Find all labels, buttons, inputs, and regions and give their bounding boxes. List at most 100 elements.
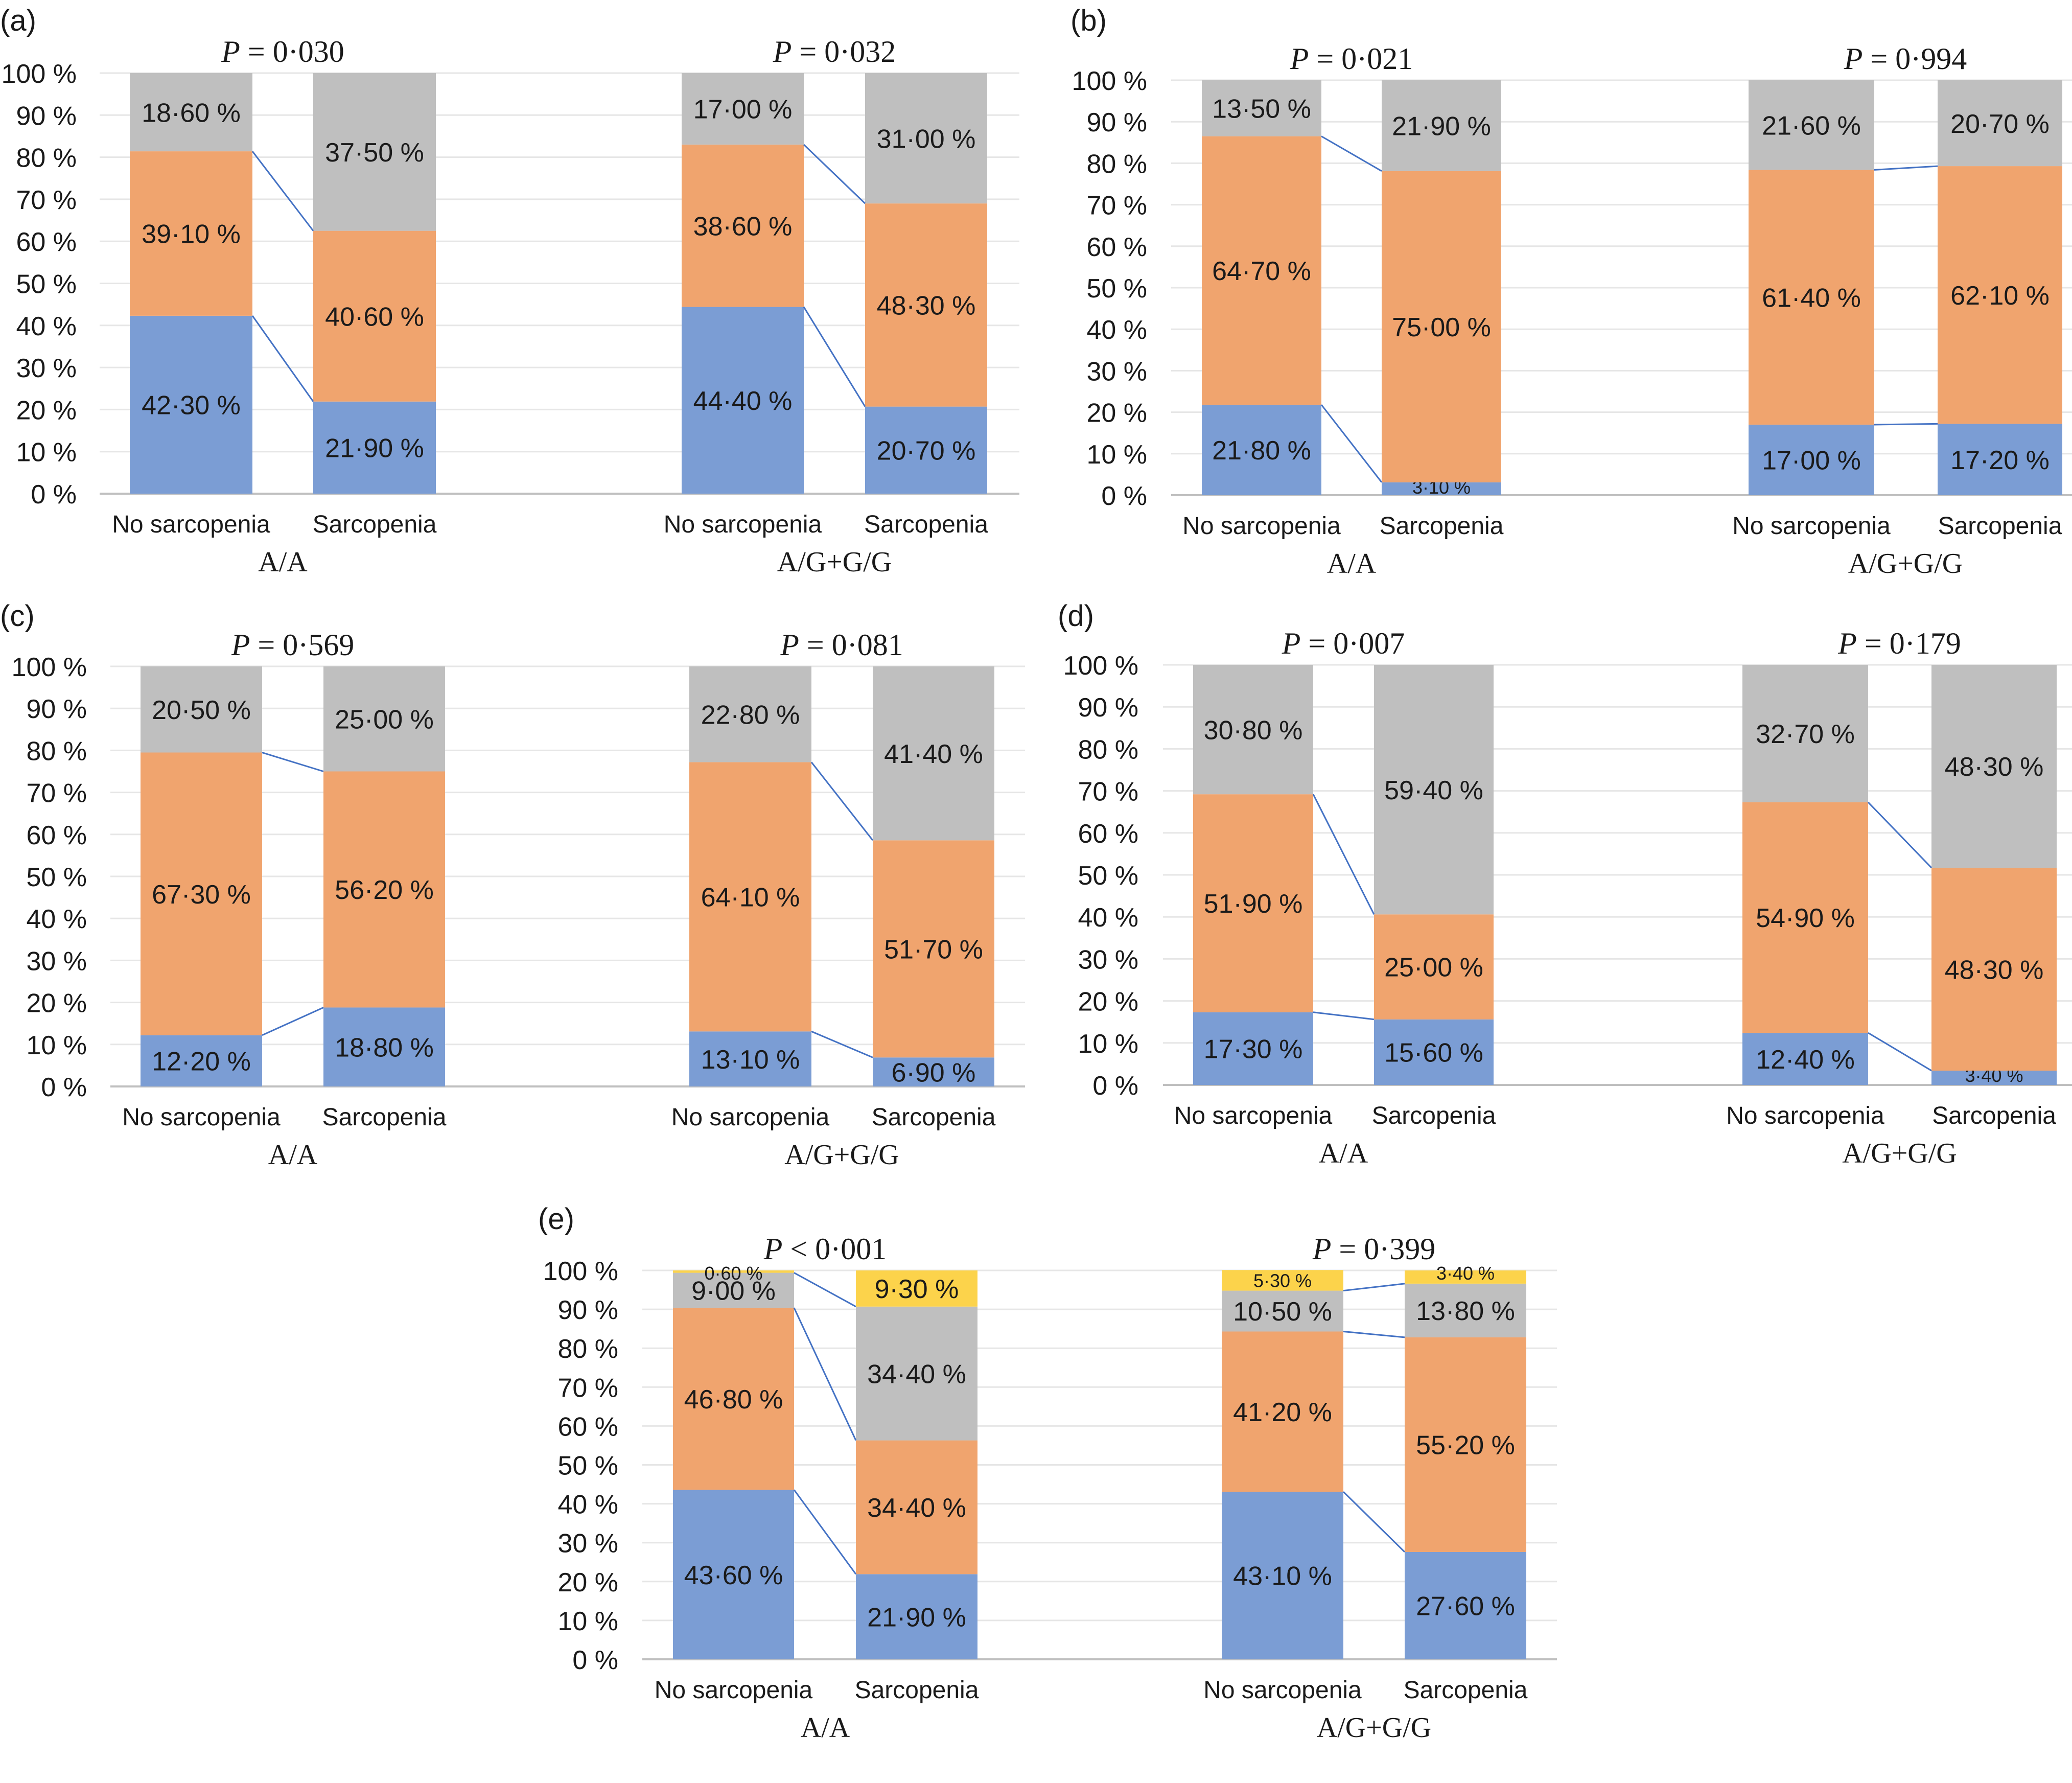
- series-connector-line: [810, 761, 874, 841]
- bar-segment-gray: [1374, 665, 1494, 915]
- bar-segment-blue: [1222, 1492, 1343, 1659]
- data-label: 18·60 %: [142, 98, 241, 128]
- bar-segment-orange: [689, 762, 811, 1032]
- bar-segment-blue: [1382, 482, 1501, 495]
- series-connector-line: [803, 306, 866, 407]
- bar-segment-orange: [1222, 1331, 1343, 1492]
- data-label: 21·80 %: [1212, 436, 1311, 466]
- y-tick-label: 90 %: [1086, 108, 1147, 137]
- data-label: 48·30 %: [877, 291, 976, 321]
- bar-segment-yellow: [1405, 1270, 1526, 1284]
- bar-segment-yellow: [856, 1270, 977, 1307]
- y-tick-label: 30 %: [557, 1529, 618, 1559]
- y-tick-label: 70 %: [1078, 777, 1138, 807]
- y-tick-label: 60 %: [1086, 233, 1147, 262]
- bar-segment-blue: [1931, 1071, 2057, 1085]
- bar-segment-orange: [141, 752, 262, 1035]
- group-label: A/A: [258, 546, 308, 578]
- bar-segment-gray: [141, 666, 262, 753]
- bar-segment-blue: [1193, 1012, 1313, 1085]
- series-connector-line: [1320, 404, 1383, 483]
- bar-segment-orange: [313, 230, 436, 402]
- data-label: 21·90 %: [325, 434, 424, 464]
- bar-segment-yellow: [1222, 1270, 1343, 1291]
- p-value-label: P = 0·021: [1290, 42, 1413, 76]
- category-label: Sarcopenia: [1404, 1677, 1528, 1704]
- data-label: 43·60 %: [684, 1561, 783, 1590]
- bar-segment-orange: [1742, 802, 1868, 1033]
- bar-segment-gray: [673, 1272, 794, 1308]
- data-label: 27·60 %: [1416, 1592, 1515, 1622]
- data-label: 64·10 %: [701, 883, 800, 913]
- group-label: A/A: [1319, 1138, 1368, 1169]
- series-connector-line: [251, 151, 314, 231]
- category-label: Sarcopenia: [1938, 513, 2062, 540]
- bar-segment-gray: [682, 73, 804, 145]
- p-value-label: P = 0·030: [221, 35, 344, 68]
- bar-segment-orange: [1938, 166, 2062, 424]
- category-label: Sarcopenia: [1372, 1102, 1496, 1129]
- series-connector-line: [1312, 794, 1375, 915]
- y-tick-label: 70 %: [26, 779, 87, 808]
- bar-segment-gray: [1931, 665, 2057, 868]
- series-connector-line: [1874, 165, 1938, 171]
- y-tick-label: 40 %: [1086, 315, 1147, 345]
- bar-segment-orange: [130, 151, 252, 316]
- series-connector-line: [1321, 135, 1382, 172]
- y-tick-label: 100 %: [12, 653, 87, 682]
- bar-segment-gray: [873, 666, 994, 841]
- bar-segment-orange: [673, 1308, 794, 1490]
- bar-segment-gray: [689, 666, 811, 762]
- data-label: 15·60 %: [1384, 1038, 1483, 1068]
- bar-segment-gray: [1742, 665, 1868, 802]
- data-label: 18·80 %: [335, 1033, 434, 1062]
- series-connector-line: [262, 752, 324, 772]
- category-label: Sarcopenia: [1932, 1102, 2056, 1129]
- group-label: A/G+G/G: [777, 546, 892, 578]
- bar-segment-blue: [682, 307, 804, 494]
- bar-segment-blue: [673, 1490, 794, 1659]
- data-label: 34·40 %: [867, 1493, 966, 1523]
- data-label: 17·00 %: [693, 95, 793, 125]
- y-tick-label: 10 %: [16, 438, 77, 468]
- data-label: 5·30 %: [1253, 1270, 1312, 1291]
- series-connector-line: [793, 1489, 857, 1575]
- y-tick-label: 80 %: [16, 144, 77, 173]
- series-connector-line: [803, 144, 866, 204]
- data-label: 12·40 %: [1756, 1045, 1855, 1075]
- series-connector-line: [262, 1007, 324, 1036]
- category-label: No sarcopenia: [1174, 1102, 1333, 1129]
- y-tick-label: 10 %: [1078, 1029, 1138, 1059]
- data-label: 67·30 %: [152, 880, 251, 910]
- group-label: A/A: [801, 1712, 850, 1744]
- bar-segment-blue: [1749, 424, 1874, 495]
- y-tick-label: 70 %: [16, 186, 77, 215]
- data-label: 13·80 %: [1416, 1296, 1515, 1326]
- bar-segment-orange: [1405, 1337, 1526, 1552]
- group-label: A/G+G/G: [1842, 1138, 1957, 1169]
- bar-segment-orange: [873, 840, 994, 1058]
- data-label: 20·50 %: [152, 696, 251, 725]
- data-label: 61·40 %: [1762, 283, 1861, 313]
- panel-letter: (d): [1058, 599, 1094, 633]
- y-tick-label: 80 %: [1086, 149, 1147, 179]
- data-label: 17·30 %: [1204, 1035, 1303, 1064]
- bar-segment-blue: [313, 401, 436, 494]
- data-label: 34·40 %: [867, 1359, 966, 1389]
- data-label: 9·30 %: [875, 1275, 959, 1304]
- bar-segment-blue: [873, 1057, 994, 1086]
- category-label: No sarcopenia: [112, 511, 270, 538]
- data-label: 31·00 %: [877, 124, 976, 154]
- bar-segment-gray: [1749, 80, 1874, 170]
- data-label: 44·40 %: [693, 386, 793, 416]
- y-tick-label: 30 %: [16, 354, 77, 383]
- data-label: 62·10 %: [1950, 281, 2050, 311]
- series-connector-line: [1313, 1011, 1375, 1021]
- panel-letter: (b): [1070, 4, 1107, 37]
- y-tick-label: 90 %: [26, 694, 87, 724]
- data-label: 48·30 %: [1945, 955, 2044, 985]
- bar-segment-blue: [1938, 424, 2062, 495]
- data-label: 51·70 %: [884, 935, 983, 965]
- y-tick-label: 0 %: [41, 1073, 87, 1102]
